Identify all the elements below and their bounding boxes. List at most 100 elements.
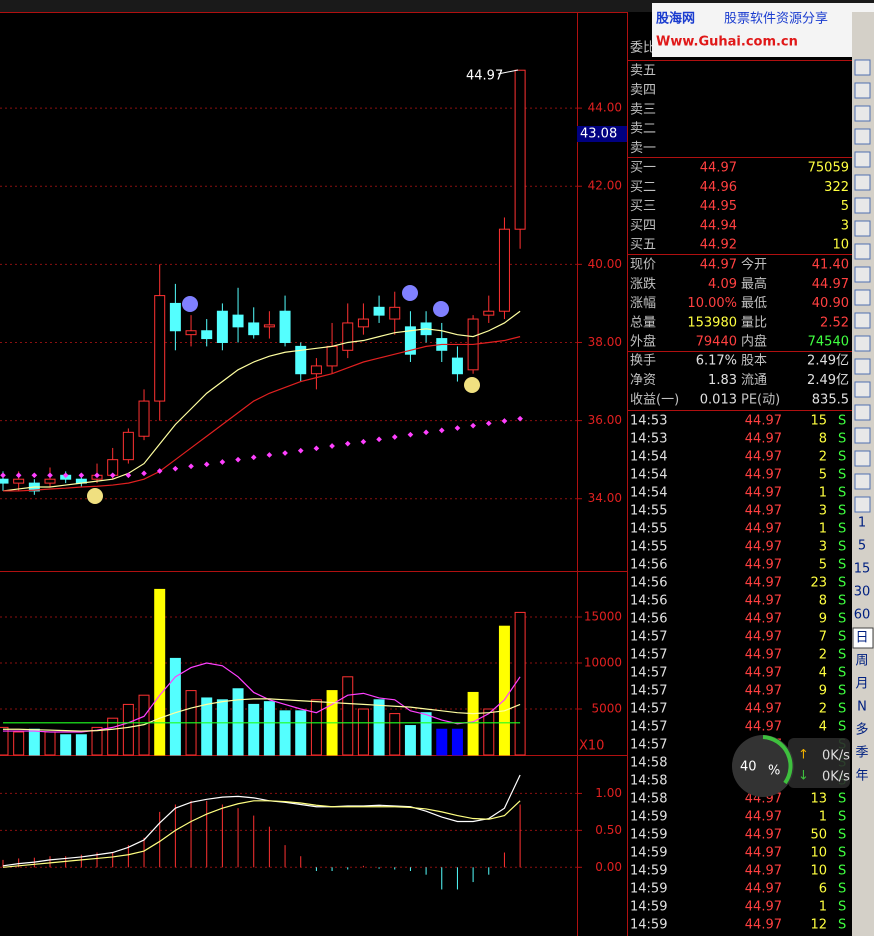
sidebar-icon[interactable] — [854, 197, 871, 214]
trade-volume: 12 — [810, 918, 827, 933]
trade-time: 14:55 — [630, 504, 667, 519]
sidebar-icon[interactable] — [854, 266, 871, 283]
trade-price: 44.97 — [745, 558, 782, 573]
volume-bar — [263, 701, 275, 756]
buy-label: 买一 — [630, 161, 656, 176]
sad-icon — [182, 296, 198, 312]
sad-icon — [433, 301, 449, 317]
stat-value: 41.40 — [812, 258, 849, 273]
trade-volume: 13 — [810, 792, 827, 807]
sidebar-button[interactable]: 60 — [854, 608, 871, 623]
trade-volume: 2 — [819, 450, 827, 465]
ma-line — [3, 336, 521, 492]
sidebar-icon[interactable] — [854, 105, 871, 122]
sidebar-icon[interactable] — [854, 496, 871, 513]
candle-body — [451, 357, 463, 375]
trade-time: 14:59 — [630, 882, 667, 897]
trade-price: 44.97 — [745, 828, 782, 843]
watermark-box — [652, 3, 874, 57]
sidebar-icon[interactable] — [854, 335, 871, 352]
sidebar-button[interactable]: 季 — [855, 746, 868, 761]
volume-bar — [91, 726, 103, 756]
trade-side: S — [838, 792, 846, 807]
y-tick-label: 42.00 — [588, 179, 622, 193]
sidebar-button[interactable]: 日 — [855, 631, 868, 646]
stat-value: 2.49亿 — [807, 373, 849, 388]
trade-time: 14:56 — [630, 558, 667, 573]
sidebar-icon[interactable] — [854, 243, 871, 260]
volume-bar — [420, 712, 432, 756]
chart: 34.00 36.00 38.00 40.00 42.00 44.00 5000 10000 1… — [0, 69, 622, 890]
sidebar-icon[interactable] — [854, 358, 871, 375]
trade-time: 14:57 — [630, 666, 667, 681]
cursor-box — [577, 126, 627, 142]
trade-price: 44.97 — [745, 594, 782, 609]
stat-label: PE(动) — [741, 393, 780, 408]
trade-volume: 4 — [819, 666, 827, 681]
candle-body — [0, 478, 9, 484]
trade-price: 44.97 — [745, 576, 782, 591]
volume-bar — [279, 710, 291, 756]
sidebar-icon[interactable] — [854, 128, 871, 145]
sidebar-icon[interactable] — [854, 82, 871, 99]
sidebar-icon[interactable] — [854, 450, 871, 467]
volume-bar — [44, 731, 56, 756]
trade-side: S — [838, 864, 846, 879]
sidebar-button[interactable]: 周 — [855, 654, 868, 669]
y-tick-label: 44.00 — [588, 101, 622, 115]
sar-dot — [329, 443, 335, 449]
stat-value: 2.49亿 — [807, 354, 849, 369]
sidebar-icon[interactable] — [854, 381, 871, 398]
cursor-label: 43.08 — [580, 127, 617, 142]
trade-side: S — [838, 540, 846, 555]
gauge-unit: % — [768, 764, 780, 779]
trade-side: S — [838, 576, 846, 591]
sidebar-button[interactable]: 年 — [855, 769, 868, 784]
up-arrow: ↑ — [798, 748, 809, 763]
candle-body — [138, 400, 150, 437]
emoticons — [87, 285, 480, 504]
volume-bar — [232, 688, 244, 756]
sidebar-icon[interactable] — [854, 312, 871, 329]
sidebar-icon[interactable] — [854, 59, 871, 76]
trade-price: 44.97 — [745, 864, 782, 879]
trade-price: 44.97 — [745, 720, 782, 735]
sell-label: 卖五 — [630, 64, 656, 79]
sidebar-icon[interactable] — [854, 174, 871, 191]
trade-price: 44.97 — [745, 522, 782, 537]
sar-dot — [109, 472, 116, 479]
sidebar-icon[interactable] — [854, 404, 871, 421]
trade-time: 14:54 — [630, 450, 667, 465]
sidebar-button[interactable]: 5 — [858, 539, 866, 554]
sar-dot — [391, 434, 398, 440]
sidebar-button[interactable]: 30 — [854, 585, 871, 600]
sar-dot — [454, 425, 461, 431]
trade-price: 44.97 — [745, 702, 782, 717]
sidebar-button[interactable]: 多 — [855, 722, 868, 738]
sidebar-icon[interactable] — [854, 151, 871, 168]
sidebar-icon[interactable] — [854, 473, 871, 490]
candle-body — [404, 326, 416, 355]
stat-label: 流通 — [741, 373, 767, 388]
sidebar-button[interactable]: N — [857, 700, 867, 715]
buy-price: 44.95 — [700, 199, 737, 214]
volume-bar — [154, 588, 166, 756]
trade-time: 14:56 — [630, 612, 667, 627]
sidebar-icon[interactable] — [854, 289, 871, 306]
sidebar-icon[interactable] — [854, 427, 871, 444]
sidebar-icon[interactable] — [854, 220, 871, 237]
stat-label: 净资 — [630, 373, 656, 388]
sidebar-button[interactable]: 1 — [858, 516, 866, 531]
buy-label: 买五 — [630, 238, 656, 253]
volume-bar — [169, 657, 181, 756]
sidebar-button[interactable]: 月 — [855, 677, 868, 692]
trade-volume: 1 — [819, 810, 827, 825]
volume-bar — [389, 713, 401, 756]
trade-side: S — [838, 684, 846, 699]
candle-body — [357, 318, 369, 328]
sar-dot — [141, 470, 147, 477]
sidebar-button[interactable]: 15 — [854, 562, 871, 577]
trade-side: S — [838, 810, 846, 825]
stat-value: 44.97 — [700, 258, 737, 273]
